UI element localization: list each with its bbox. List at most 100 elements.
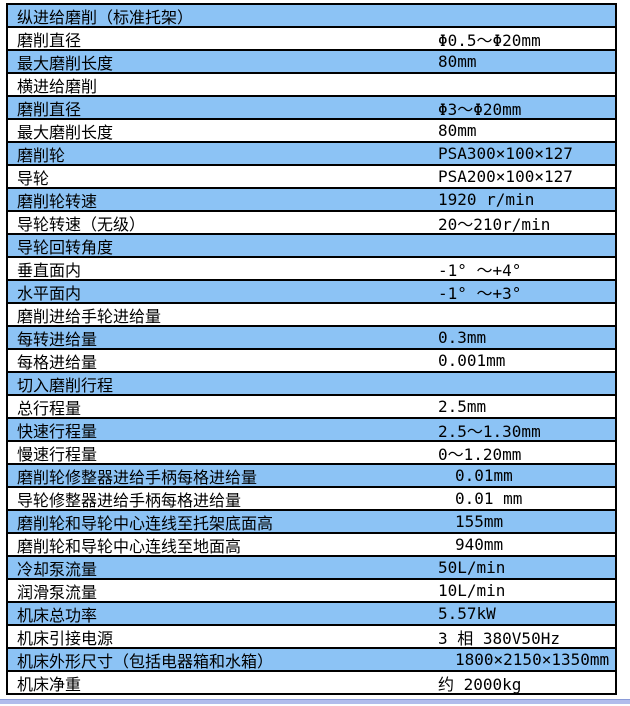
row-value-text: 0.3mm — [438, 328, 487, 347]
table-row: 磨削轮 PSA300×100×127 — [8, 143, 615, 166]
row-label: 总行程量 — [17, 398, 82, 418]
bottom-strip — [0, 699, 630, 704]
table-row: 切入磨削行程 — [8, 373, 615, 396]
row-value: 2.5mm — [438, 397, 615, 416]
row-value: Φ0.5～Φ20mm — [438, 28, 615, 50]
table-row: 垂直面内 -1° ～+4° — [8, 258, 615, 281]
row-value-text: PSA300×100×127 — [438, 144, 573, 163]
table-row: 横进给磨削 — [8, 74, 615, 97]
row-value: 0.3mm — [438, 328, 615, 347]
row-label: 水平面内 — [17, 283, 82, 303]
row-value: 1920 r/min — [438, 190, 615, 209]
row-value: 0～1.20mm — [438, 442, 615, 464]
row-label: 快速行程量 — [17, 421, 98, 441]
table-row: 慢速行程量 0～1.20mm — [8, 442, 615, 465]
table-row: 磨削轮转速 1920 r/min — [8, 189, 615, 212]
row-value: 940mm — [438, 535, 615, 554]
spec-table: 纵进给磨削（标准托架） 磨削直径 Φ0.5～Φ20mm 最大磨削长度 80mm … — [6, 3, 617, 695]
row-label: 磨削轮转速 — [17, 191, 98, 211]
row-label: 最大磨削长度 — [17, 53, 114, 73]
row-label: 磨削轮和导轮中心连线至托架底面高 — [17, 513, 274, 533]
row-value: -1° ～+4° — [438, 258, 615, 280]
table-row: 最大磨削长度 80mm — [8, 51, 615, 74]
row-value-text: 1800×2150×1350mm — [455, 650, 610, 669]
row-label: 磨削轮和导轮中心连线至地面高 — [17, 536, 242, 556]
row-value-text: 0.01mm — [455, 466, 513, 485]
row-label: 纵进给磨削（标准托架） — [17, 7, 194, 27]
row-value: 80mm — [438, 52, 615, 71]
table-row: 水平面内 -1° ～+3° — [8, 281, 615, 304]
row-value-text: -1° ～+3° — [438, 283, 522, 303]
table-row: 磨削轮和导轮中心连线至托架底面高 155mm — [8, 511, 615, 534]
row-value: 20～210r/min — [438, 212, 615, 234]
table-row: 导轮转速（无级） 20～210r/min — [8, 212, 615, 235]
row-value-text: 155mm — [455, 512, 504, 531]
row-value-text: 10L/min — [438, 581, 506, 600]
row-label: 切入磨削行程 — [17, 375, 114, 395]
row-label: 导轮回转角度 — [17, 237, 114, 257]
table-row: 磨削轮和导轮中心连线至地面高 940mm — [8, 534, 615, 557]
row-value: 2.5～1.30mm — [438, 419, 615, 441]
row-label: 磨削进给手轮进给量 — [17, 306, 162, 326]
row-label: 磨削轮 — [17, 145, 66, 165]
row-label: 磨削轮修整器进给手柄每格进给量 — [17, 467, 258, 487]
table-row: 磨削直径 Φ0.5～Φ20mm — [8, 28, 615, 51]
row-value-text: -1° ～+4° — [438, 260, 522, 280]
row-value-text: 5.57kW — [438, 604, 496, 623]
row-value-text: 0.001mm — [438, 351, 506, 370]
row-label: 每格进给量 — [17, 352, 98, 372]
row-value: -1° ～+3° — [438, 281, 615, 303]
row-value-text: 940mm — [455, 535, 504, 554]
row-value: 约 2000kg — [438, 672, 615, 694]
row-value-text: 20～210r/min — [438, 214, 551, 234]
row-value: Φ3～Φ20mm — [438, 97, 615, 119]
row-label: 垂直面内 — [17, 260, 82, 280]
table-row: 快速行程量 2.5～1.30mm — [8, 419, 615, 442]
row-value: 80mm — [438, 121, 615, 140]
spellcheck-underline: 20mm — [482, 99, 522, 119]
table-row: 总行程量 2.5mm — [8, 396, 615, 419]
row-label: 冷却泵流量 — [17, 559, 98, 579]
row-value: 1800×2150×1350mm — [438, 650, 615, 669]
table-row: 机床外形尺寸（包括电器箱和水箱） 1800×2150×1350mm — [8, 649, 615, 672]
row-value: 50L/min — [438, 558, 615, 577]
table-row: 每转进给量 0.3mm — [8, 327, 615, 350]
table-row: 磨削直径 Φ3～Φ20mm — [8, 97, 615, 120]
row-label: 机床净重 — [17, 674, 82, 694]
row-value: 0.001mm — [438, 351, 615, 370]
row-value-text: Φ0.5～Φ20mm — [438, 30, 541, 50]
row-value-text: 50L/min — [438, 558, 506, 577]
row-value: PSA300×100×127 — [438, 144, 615, 163]
row-label: 机床总功率 — [17, 605, 98, 625]
row-value-text: 约 2000kg — [438, 674, 522, 694]
row-value-text: 80mm — [438, 121, 477, 140]
table-row: 每格进给量 0.001mm — [8, 350, 615, 373]
row-label: 磨削直径 — [17, 30, 82, 50]
row-value-text: 0～1.20mm — [438, 444, 522, 464]
table-row: 导轮回转角度 — [8, 235, 615, 258]
row-label: 最大磨削长度 — [17, 122, 114, 142]
table-row: 导轮修整器进给手柄每格进给量 0.01 mm — [8, 488, 615, 511]
row-value: 0.01 mm — [438, 489, 615, 508]
row-label: 每转进给量 — [17, 329, 98, 349]
row-value-text: PSA200×100×127 — [438, 167, 573, 186]
row-value-text: 80mm — [438, 52, 477, 71]
table-row: 纵进给磨削（标准托架） — [8, 5, 615, 28]
row-value-text: 3 相 380V50Hz — [438, 628, 560, 648]
table-row: 导轮 PSA200×100×127 — [8, 166, 615, 189]
table-row: 机床引接电源 3 相 380V50Hz — [8, 626, 615, 649]
row-value: 3 相 380V50Hz — [438, 626, 615, 648]
row-label: 导轮 — [17, 168, 50, 188]
row-label: 机床引接电源 — [17, 628, 114, 648]
table-row: 机床净重 约 2000kg — [8, 672, 615, 695]
table-row: 机床总功率 5.57kW — [8, 603, 615, 626]
row-value: 0.01mm — [438, 466, 615, 485]
row-value-text: 0.01 mm — [455, 489, 523, 508]
row-value-text: 2.5mm — [438, 397, 487, 416]
row-value: 5.57kW — [438, 604, 615, 623]
row-value-text: 1920 r/min — [438, 190, 535, 209]
table-row: 润滑泵流量 10L/min — [8, 580, 615, 603]
table-row: 磨削轮修整器进给手柄每格进给量 0.01mm — [8, 465, 615, 488]
table-row: 冷却泵流量 50L/min — [8, 557, 615, 580]
